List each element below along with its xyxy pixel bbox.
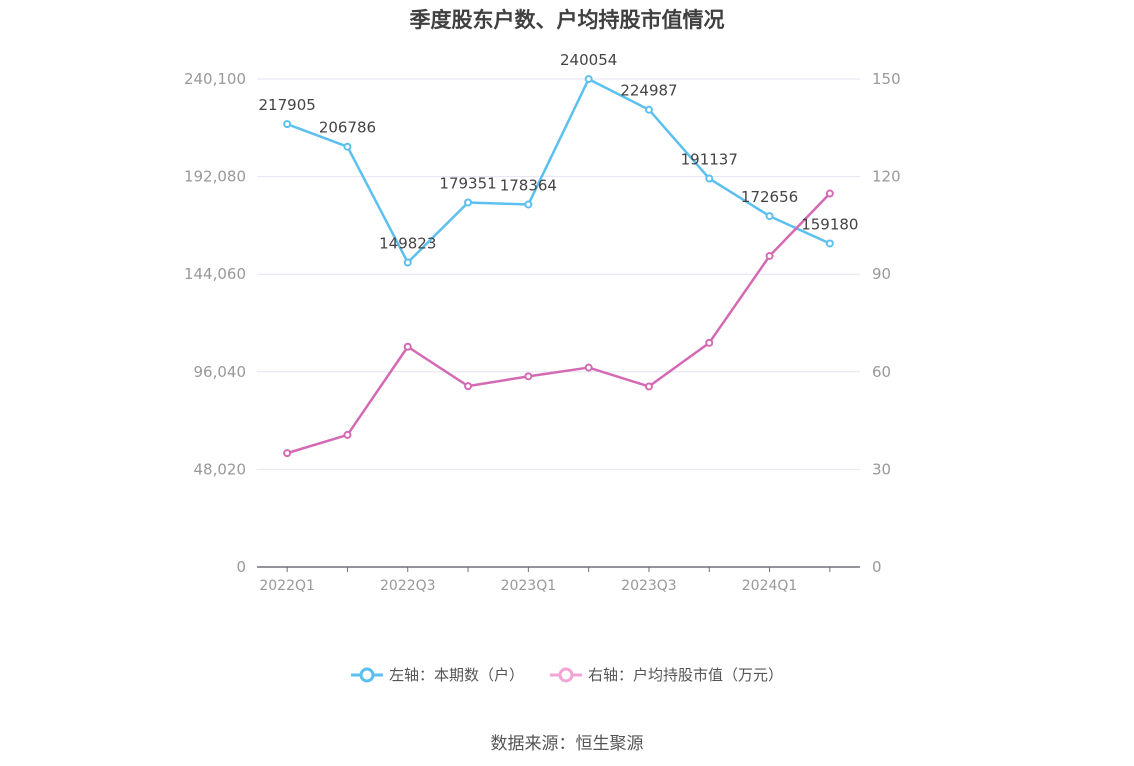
data-label: 159180 bbox=[801, 215, 858, 233]
left-axis-tick-label: 0 bbox=[236, 558, 246, 576]
point-households[interactable] bbox=[705, 174, 714, 183]
data-label: 172656 bbox=[741, 188, 798, 206]
point-avg-value[interactable] bbox=[403, 342, 412, 351]
right-axis-tick-label: 90 bbox=[872, 265, 891, 283]
data-label: 179351 bbox=[439, 174, 496, 192]
data-label: 217905 bbox=[259, 96, 316, 114]
legend-swatch-blue-icon bbox=[350, 667, 383, 682]
point-avg-value[interactable] bbox=[343, 430, 352, 439]
legend: 左轴：本期数（户） 右轴：户均持股市值（万元） bbox=[0, 664, 1134, 685]
x-axis-tick-label: 2022Q3 bbox=[380, 578, 436, 594]
left-axis-tick-label: 48,020 bbox=[194, 460, 247, 478]
data-label: 149823 bbox=[379, 234, 436, 252]
right-axis-tick-label: 30 bbox=[872, 460, 891, 478]
point-households[interactable] bbox=[825, 239, 834, 248]
data-label: 178364 bbox=[500, 176, 557, 194]
point-households[interactable] bbox=[403, 258, 412, 267]
chart-title: 季度股东户数、户均持股市值情况 bbox=[409, 8, 725, 32]
data-label: 240054 bbox=[560, 51, 617, 69]
point-households[interactable] bbox=[524, 200, 533, 209]
point-avg-value[interactable] bbox=[705, 338, 714, 347]
legend-swatch-pink-icon bbox=[550, 667, 582, 682]
left-axis-tick-label: 96,040 bbox=[194, 363, 247, 381]
point-avg-value[interactable] bbox=[765, 251, 774, 260]
right-axis-tick-label: 120 bbox=[872, 168, 901, 186]
legend-label-households: 左轴：本期数（户） bbox=[388, 666, 524, 684]
point-avg-value[interactable] bbox=[524, 372, 533, 381]
x-axis-tick-label: 2024Q1 bbox=[742, 578, 798, 594]
point-avg-value[interactable] bbox=[644, 382, 653, 391]
point-households[interactable] bbox=[765, 212, 774, 221]
point-households[interactable] bbox=[343, 142, 352, 151]
right-axis-tick-label: 150 bbox=[872, 70, 901, 88]
point-avg-value[interactable] bbox=[584, 363, 593, 372]
legend-item-households[interactable]: 左轴：本期数（户） bbox=[350, 664, 524, 685]
point-households[interactable] bbox=[584, 75, 593, 84]
data-source: 数据来源：恒生聚源 bbox=[490, 734, 644, 754]
right-axis-tick-label: 0 bbox=[872, 558, 882, 576]
data-label: 191137 bbox=[681, 151, 738, 169]
right-axis-tick-label: 60 bbox=[872, 363, 891, 381]
legend-label-avg-value: 右轴：户均持股市值（万元） bbox=[588, 666, 784, 684]
x-axis-tick-label: 2023Q1 bbox=[501, 578, 557, 594]
series-line-households bbox=[286, 77, 831, 264]
data-label: 206786 bbox=[319, 119, 376, 137]
left-axis-tick-label: 240,100 bbox=[184, 70, 246, 88]
series bbox=[283, 75, 834, 458]
x-axis-tick-label: 2023Q3 bbox=[621, 578, 677, 594]
left-axis-tick-label: 144,060 bbox=[184, 265, 246, 283]
point-avg-value[interactable] bbox=[464, 382, 473, 391]
grid-lines bbox=[257, 78, 860, 470]
point-households[interactable] bbox=[464, 198, 473, 207]
point-avg-value[interactable] bbox=[825, 189, 834, 198]
chart-area: 0 0 48,020 30 96,040 60 144,060 90 192,080 120 240… bbox=[184, 51, 901, 594]
left-axis-tick-label: 192,080 bbox=[184, 168, 246, 186]
point-households[interactable] bbox=[283, 120, 292, 129]
series-line-avg-value bbox=[286, 192, 831, 455]
axes: 0 0 48,020 30 96,040 60 144,060 90 192,080 120 240… bbox=[184, 70, 901, 594]
data-label: 224987 bbox=[620, 82, 677, 100]
x-axis-tick-label: 2022Q1 bbox=[259, 578, 315, 594]
point-avg-value[interactable] bbox=[283, 449, 292, 458]
point-households[interactable] bbox=[644, 105, 653, 114]
legend-item-avg-value[interactable]: 右轴：户均持股市值（万元） bbox=[550, 664, 783, 685]
